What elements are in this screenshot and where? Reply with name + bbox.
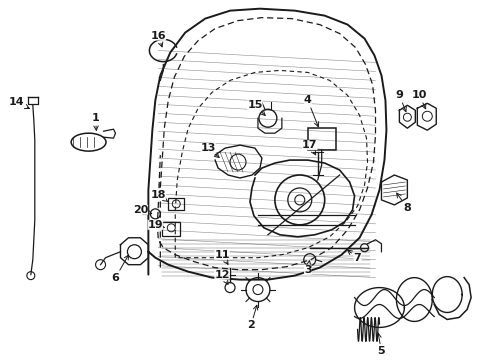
Text: 11: 11 [214, 250, 229, 264]
Text: 15: 15 [247, 100, 264, 116]
Text: 12: 12 [214, 270, 229, 284]
Bar [307, 128, 335, 150]
Text: 16: 16 [150, 31, 166, 47]
Text: 9: 9 [395, 90, 406, 112]
Text: 19: 19 [147, 220, 164, 230]
Text: 2: 2 [246, 305, 257, 330]
Bar [168, 198, 184, 210]
Text: 7: 7 [347, 250, 361, 263]
Text: 20: 20 [132, 205, 151, 215]
Text: 14: 14 [9, 97, 29, 109]
Bar [162, 222, 180, 236]
Text: 5: 5 [376, 333, 385, 356]
Text: 8: 8 [396, 193, 410, 213]
Text: 3: 3 [304, 261, 311, 275]
Text: 4: 4 [303, 95, 318, 127]
Text: 17: 17 [302, 140, 317, 155]
Text: 18: 18 [150, 190, 167, 202]
Text: 6: 6 [111, 255, 128, 283]
Text: 1: 1 [92, 113, 99, 130]
Text: 10: 10 [411, 90, 426, 109]
Text: 13: 13 [200, 143, 219, 158]
